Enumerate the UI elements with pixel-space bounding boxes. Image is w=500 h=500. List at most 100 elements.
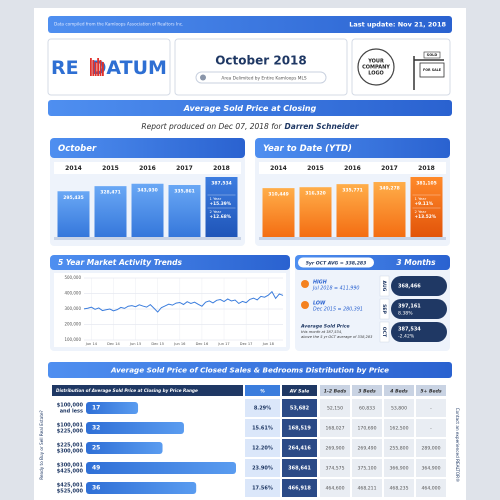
price-range: $300,001 <box>57 463 84 469</box>
bar-value-label: 328,471 <box>100 190 121 196</box>
count-bar <box>86 402 139 414</box>
dist-title: Average Sold Price of Closed Sales & Bed… <box>110 366 389 375</box>
table-header-cell <box>384 385 414 396</box>
y-tick-label: 200,000 <box>64 322 81 327</box>
logo: RE DATUM <box>51 57 167 79</box>
table-header: 1-2 Beds <box>324 388 347 394</box>
count-bar <box>86 442 163 454</box>
table-header: 5+ Beds <box>420 388 442 394</box>
price-range: $100,001 <box>57 423 84 429</box>
count-label: 32 <box>92 425 100 432</box>
change-period: 1 Year <box>210 196 222 201</box>
year-label: 2014 <box>65 165 82 172</box>
sale-box <box>419 62 445 78</box>
bar-value-label: 316,320 <box>305 191 326 197</box>
bar-value-label: 310,449 <box>268 192 289 198</box>
sign-for-sale: FOR SALE <box>423 68 442 72</box>
trend-header <box>50 255 290 270</box>
pct-cell <box>245 459 280 477</box>
year-label: 2016 <box>139 165 156 172</box>
beds-cell <box>352 439 382 457</box>
x-tick-label: Dec 16 <box>196 342 209 346</box>
beds-cell <box>416 479 446 497</box>
beds-cell <box>384 439 414 457</box>
year-row <box>259 162 446 174</box>
note-line: this month at 387,534, <box>301 330 342 334</box>
high-text: Jul 2018 = 411,990 <box>312 286 359 292</box>
table-header: % <box>260 388 265 394</box>
change-period: 1 Year <box>415 196 427 201</box>
beds-value: 468,211 <box>358 486 377 492</box>
x-tick-label: Jun 17 <box>217 342 229 346</box>
pct-value: 12.20% <box>252 446 273 452</box>
company-logo-text: LOGO <box>368 71 384 77</box>
produced-text: Report produced on Dec 07, 2018 for <box>141 122 282 131</box>
x-tick-label: Jun 16 <box>173 342 186 346</box>
logo-building <box>94 62 97 76</box>
x-tick-label: Jun 14 <box>85 342 98 346</box>
beds-value: 170,690 <box>358 426 377 432</box>
price-range: $425,001 <box>57 483 84 489</box>
x-tick-label: Dec 15 <box>151 342 164 346</box>
trend-title: 5 Year Market Activity Trends <box>58 258 182 267</box>
beds-value: - <box>430 407 432 412</box>
logo-building <box>99 60 102 76</box>
pct-cell <box>245 439 280 457</box>
table-header: 3 Beds <box>358 388 376 394</box>
table-header: 4 Beds <box>390 388 408 394</box>
pct-cell <box>245 419 280 437</box>
price-range: $300,000 <box>57 449 84 455</box>
bar <box>131 183 164 237</box>
bar <box>410 177 443 237</box>
five-year-avg: 5yr OCT AVG = 338,283 <box>306 260 367 266</box>
beds-cell <box>384 479 414 497</box>
company-logo-text: YOUR <box>367 59 384 65</box>
change-value: +15.39% <box>210 201 232 207</box>
year-label: 2015 <box>307 165 324 172</box>
bar <box>168 185 201 237</box>
beds-value: 168,027 <box>326 426 345 432</box>
note-title: Average Sold Price <box>300 324 350 330</box>
side-left: Ready to Buy or Sell Real Estate? <box>39 410 44 480</box>
change-value: +13.52% <box>415 214 437 220</box>
x-tick-label: Jun 15 <box>129 342 141 346</box>
beds-cell <box>352 479 382 497</box>
area-pill <box>195 71 327 84</box>
av-cell <box>282 459 317 477</box>
month-value: 368,466 <box>398 284 421 290</box>
x-tick-label: Jun 18 <box>262 342 275 346</box>
pct-value: 15.61% <box>252 426 273 432</box>
month-label: SEP <box>381 304 387 314</box>
year-label: 2018 <box>213 165 230 172</box>
high-label: HIGH <box>313 280 327 286</box>
logo-building <box>92 60 95 76</box>
bar-value-label: 295,435 <box>63 195 84 201</box>
beds-cell <box>352 459 382 477</box>
beds-value: 52,150 <box>327 406 343 412</box>
header-bar <box>48 16 452 33</box>
beds-value: - <box>430 427 432 432</box>
beds-cell <box>416 419 446 437</box>
table-header-cell <box>52 385 243 396</box>
beds-cell <box>384 399 414 417</box>
count-label: 17 <box>92 405 100 412</box>
year-label: 2015 <box>102 165 119 172</box>
month-tag <box>379 275 390 297</box>
beds-value: 374,575 <box>326 466 345 472</box>
month-pill <box>391 322 447 342</box>
pct-value: 17.56% <box>252 486 273 492</box>
count-bar <box>86 422 184 434</box>
beds-cell <box>320 399 350 417</box>
bar-value-label: 335,771 <box>342 188 363 194</box>
beds-cell <box>416 459 446 477</box>
month-change: -2.42% <box>398 334 415 340</box>
trend-line <box>83 290 284 313</box>
beds-cell <box>320 419 350 437</box>
low-text: Dec 2015 = 280,391 <box>313 307 363 313</box>
change-period: 2 Year <box>415 209 427 214</box>
beds-value: 269,900 <box>326 446 345 452</box>
y-tick-label: 400,000 <box>64 291 81 296</box>
bar <box>373 182 406 237</box>
bar <box>336 184 369 237</box>
report-month: October 2018 <box>215 54 307 68</box>
